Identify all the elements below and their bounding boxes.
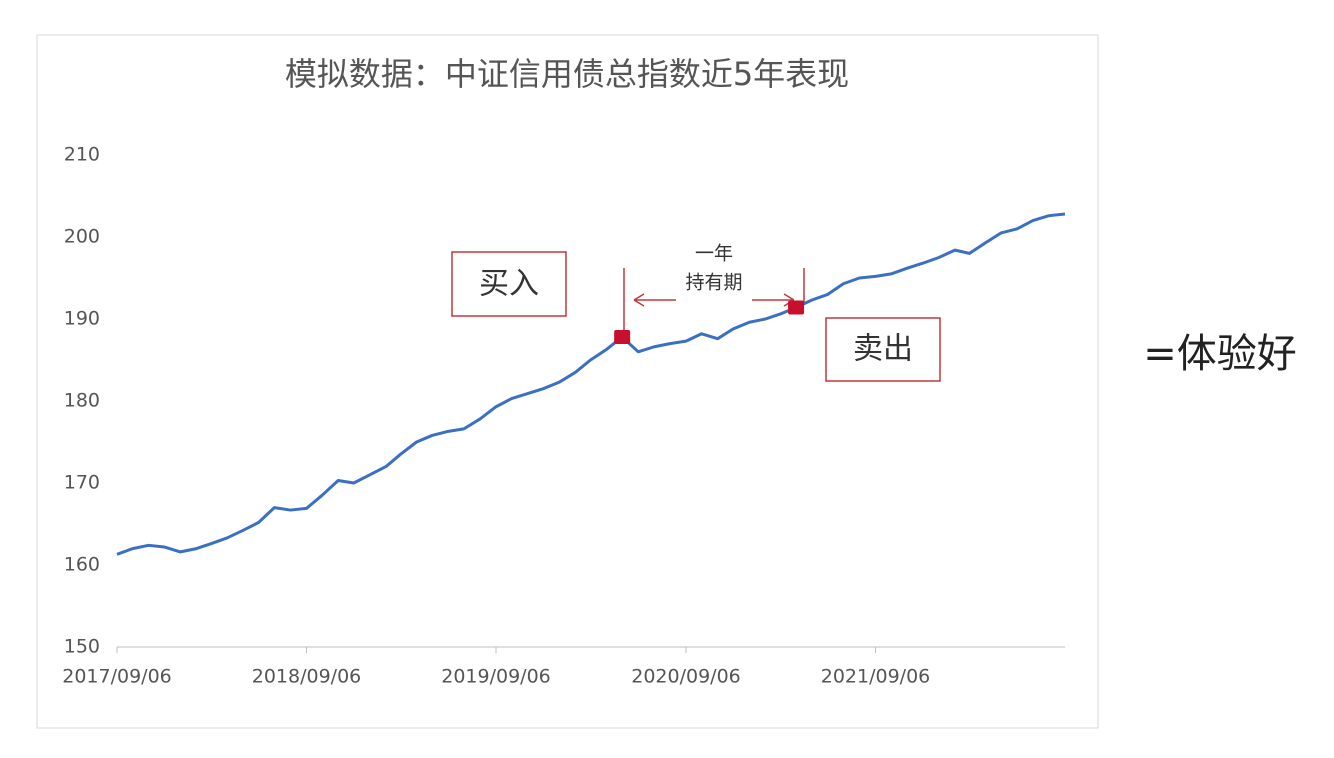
y-tick-label: 160 <box>64 554 100 576</box>
note: =体验好 <box>1143 331 1297 377</box>
sell-label: 卖出 <box>853 332 913 367</box>
y-tick-label: 190 <box>64 308 100 330</box>
sell-box <box>825 317 941 382</box>
buy-box <box>451 251 567 317</box>
x-tick-label: 2020/09/06 <box>631 666 741 688</box>
series-line <box>116 212 1066 556</box>
marker <box>788 300 805 315</box>
y-tick-label: 200 <box>64 226 100 248</box>
y-tick-label: 170 <box>64 472 100 494</box>
x-tick-label: 2019/09/06 <box>441 666 551 688</box>
chart-title: 模拟数据：中证信用债总指数近5年表现 <box>285 55 849 93</box>
period-label: 一年 <box>695 243 733 265</box>
period-label: 持有期 <box>685 272 742 294</box>
x-tick-label: 2018/09/06 <box>252 666 362 688</box>
buy-label: 买入 <box>479 267 539 302</box>
period-arrow-left <box>633 293 676 307</box>
x-tick-label: 2017/09/06 <box>62 666 172 688</box>
x-tick-label: 2021/09/06 <box>821 666 931 688</box>
y-tick-label: 210 <box>64 144 100 166</box>
marker <box>614 330 631 345</box>
y-tick-label: 150 <box>64 636 100 658</box>
y-tick-label: 180 <box>64 390 100 412</box>
